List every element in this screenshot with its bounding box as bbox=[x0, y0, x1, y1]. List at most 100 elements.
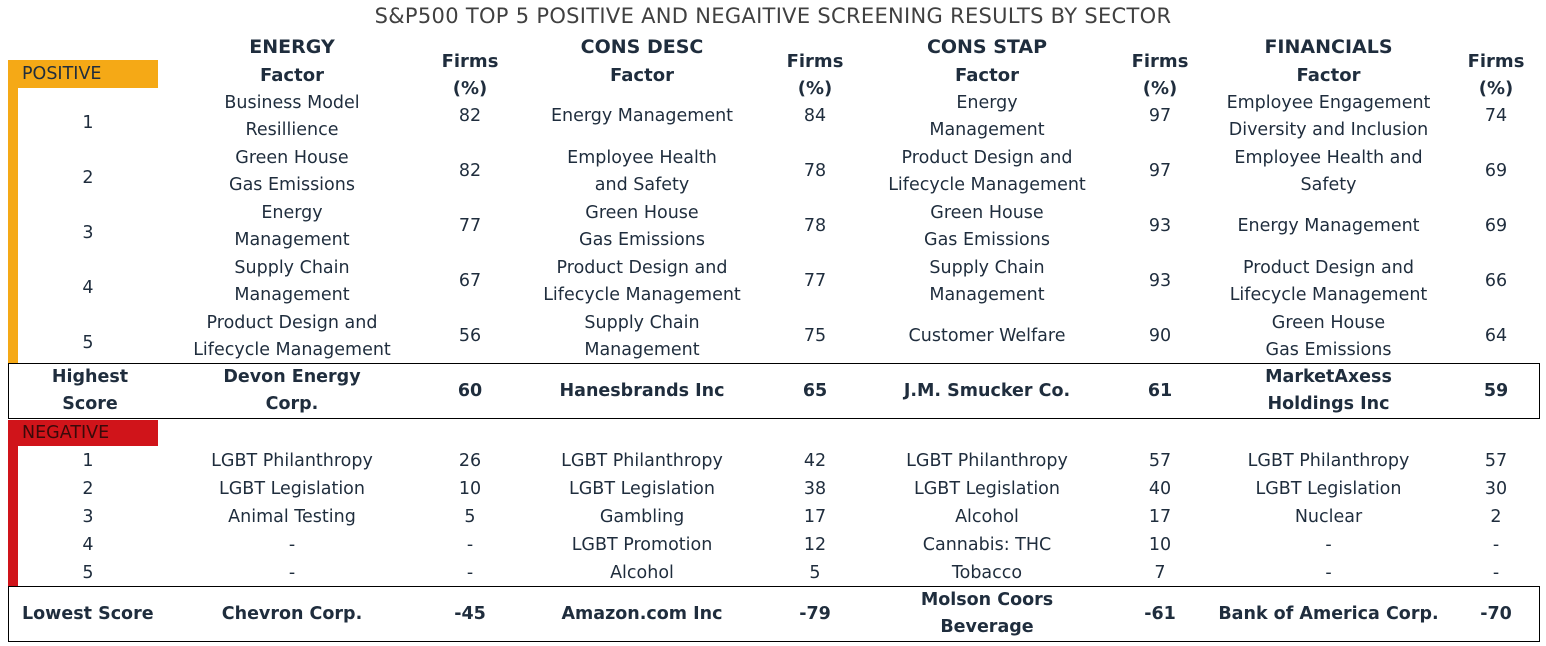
firms-percent-cell: 57 bbox=[1484, 450, 1508, 471]
rank-number: 5 bbox=[82, 562, 94, 583]
rank-number: 2 bbox=[82, 478, 94, 499]
positive-label: POSITIVE bbox=[8, 60, 158, 88]
lowest-score-value: -79 bbox=[799, 603, 831, 624]
factor-cell: Product Design and Lifecycle Management bbox=[1229, 257, 1428, 305]
firms-percent-cell: 7 bbox=[1154, 562, 1166, 583]
factor-cell: Employee Engagement Diversity and Inclus… bbox=[1226, 92, 1431, 140]
lowest-score-company: Amazon.com Inc bbox=[561, 603, 723, 624]
firms-percent-cell: 69 bbox=[1484, 161, 1508, 181]
firms-percent-cell: 84 bbox=[803, 106, 827, 126]
lowest-score-box bbox=[8, 586, 1540, 642]
factor-cell: Product Design and Lifecycle Management bbox=[888, 147, 1086, 195]
firms-percent-cell: 82 bbox=[458, 161, 482, 181]
firms-percent-cell: 66 bbox=[1484, 271, 1508, 291]
positive-side-bar bbox=[8, 88, 18, 364]
page-title: S&P500 TOP 5 POSITIVE AND NEGAITIVE SCRE… bbox=[374, 3, 1172, 28]
factor-cell: Supply Chain Management bbox=[929, 257, 1045, 305]
firms-percent-cell: 74 bbox=[1484, 106, 1508, 126]
factor-cell: - bbox=[1325, 562, 1332, 583]
firms-percent-cell: 40 bbox=[1148, 478, 1172, 499]
factor-column-header: Factor bbox=[1296, 64, 1361, 86]
firms-percent-cell: 93 bbox=[1148, 271, 1172, 291]
rank-number: 1 bbox=[82, 113, 94, 133]
rank-number: 3 bbox=[82, 223, 94, 243]
highest-score-value: 60 bbox=[457, 380, 483, 401]
factor-cell: Employee Health and Safety bbox=[567, 147, 717, 195]
sector-heading: FINANCIALS bbox=[1264, 35, 1393, 58]
factor-column-header: Factor bbox=[955, 64, 1019, 86]
factor-cell: LGBT Philanthropy bbox=[211, 450, 373, 471]
lowest-score-company: Bank of America Corp. bbox=[1218, 603, 1439, 624]
firms-percent-cell: 5 bbox=[809, 562, 821, 583]
factor-cell: Customer Welfare bbox=[908, 326, 1066, 346]
lowest-score-value: -45 bbox=[454, 603, 486, 624]
firms-percent-cell: 67 bbox=[458, 271, 482, 291]
rank-number: 4 bbox=[82, 534, 94, 555]
negative-label: NEGATIVE bbox=[8, 420, 158, 446]
firms-percent-cell: 78 bbox=[803, 216, 827, 236]
highest-score-value: 59 bbox=[1483, 380, 1509, 401]
factor-cell: Green House Gas Emissions bbox=[1265, 312, 1392, 360]
factor-column-header: Factor bbox=[610, 64, 674, 86]
firms-percent-cell: 42 bbox=[803, 450, 827, 471]
highest-score-label: Highest Score bbox=[51, 367, 129, 414]
lowest-score-label: Lowest Score bbox=[22, 603, 154, 624]
firms-percent-cell: 30 bbox=[1484, 478, 1508, 499]
lowest-score-value: -70 bbox=[1480, 603, 1512, 624]
factor-cell: Nuclear bbox=[1294, 506, 1363, 527]
factor-cell: Employee Health and Safety bbox=[1234, 147, 1423, 195]
firms-percent-cell: 64 bbox=[1484, 326, 1508, 346]
lowest-score-company: Molson Coors Beverage bbox=[920, 590, 1054, 637]
firms-percent-cell: 12 bbox=[803, 534, 827, 555]
lowest-score-company: Chevron Corp. bbox=[221, 603, 363, 624]
factor-cell: LGBT Promotion bbox=[571, 534, 713, 555]
highest-score-company: Hanesbrands Inc bbox=[559, 380, 725, 401]
highest-score-box bbox=[8, 363, 1540, 419]
firms-percent-cell: 97 bbox=[1148, 106, 1172, 126]
factor-cell: Product Design and Lifecycle Management bbox=[543, 257, 741, 305]
factor-cell: LGBT Legislation bbox=[569, 478, 715, 499]
factor-cell: Cannabis: THC bbox=[922, 534, 1052, 555]
factor-cell: Alcohol bbox=[955, 506, 1019, 527]
firms-column-header: Firms (%) bbox=[1131, 51, 1189, 99]
firms-percent-cell: 17 bbox=[803, 506, 827, 527]
firms-percent-cell: 75 bbox=[803, 326, 827, 346]
firms-percent-cell: - bbox=[1492, 562, 1500, 583]
firms-percent-cell: 97 bbox=[1148, 161, 1172, 181]
factor-cell: - bbox=[288, 562, 296, 583]
factor-cell: Energy Management bbox=[929, 92, 1045, 140]
sector-heading: ENERGY bbox=[249, 35, 335, 58]
firms-percent-cell: 90 bbox=[1148, 326, 1172, 346]
factor-cell: - bbox=[288, 534, 296, 555]
sector-heading: CONS STAP bbox=[926, 35, 1048, 58]
factor-cell: Business Model Resillience bbox=[224, 92, 360, 140]
lowest-score-value: -61 bbox=[1144, 603, 1176, 624]
firms-percent-cell: 57 bbox=[1148, 450, 1172, 471]
highest-score-value: 61 bbox=[1147, 380, 1173, 401]
rank-number: 1 bbox=[82, 450, 94, 471]
factor-cell: Supply Chain Management bbox=[234, 257, 350, 305]
firms-percent-cell: 38 bbox=[803, 478, 827, 499]
sector-heading: CONS DESC bbox=[580, 35, 704, 58]
factor-cell: Alcohol bbox=[610, 562, 674, 583]
firms-percent-cell: 26 bbox=[458, 450, 482, 471]
firms-percent-cell: - bbox=[466, 562, 474, 583]
factor-cell: Supply Chain Management bbox=[584, 312, 700, 360]
factor-cell: Energy Management bbox=[550, 106, 734, 126]
firms-column-header: Firms (%) bbox=[441, 51, 499, 99]
firms-percent-cell: 77 bbox=[803, 271, 827, 291]
rank-number: 3 bbox=[82, 506, 94, 527]
factor-cell: Green House Gas Emissions bbox=[924, 202, 1050, 250]
factor-cell: Green House Gas Emissions bbox=[229, 147, 355, 195]
factor-cell: Green House Gas Emissions bbox=[579, 202, 705, 250]
firms-percent-cell: 69 bbox=[1484, 216, 1508, 236]
rank-number: 4 bbox=[82, 278, 94, 298]
firms-percent-cell: - bbox=[466, 534, 474, 555]
factor-cell: Product Design and Lifecycle Management bbox=[193, 312, 391, 360]
factor-cell: Tobacco bbox=[951, 562, 1023, 583]
factor-cell: LGBT Legislation bbox=[219, 478, 365, 499]
factor-cell: Energy Management bbox=[1237, 216, 1420, 236]
factor-cell: LGBT Legislation bbox=[1255, 478, 1402, 499]
highest-score-company: Devon Energy Corp. bbox=[223, 367, 361, 414]
